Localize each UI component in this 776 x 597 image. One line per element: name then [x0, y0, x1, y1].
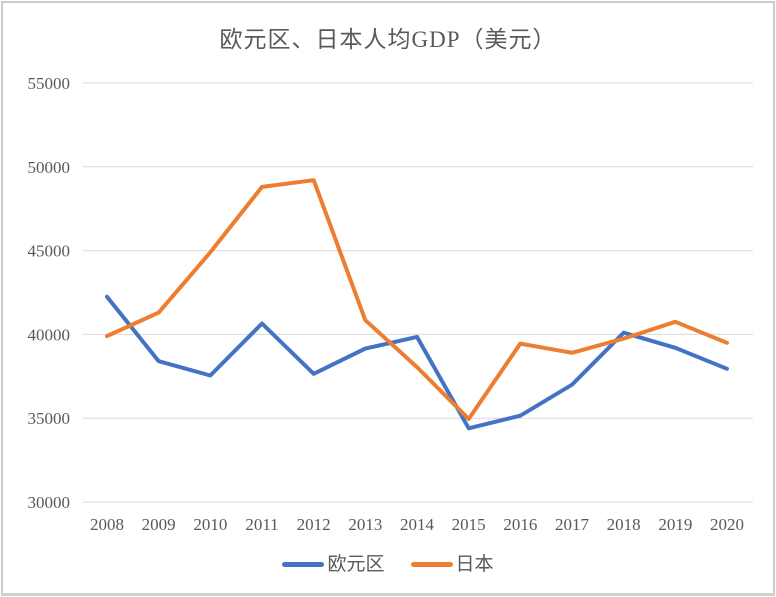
y-axis-tick-label: 35000	[28, 409, 71, 428]
x-axis-tick-label: 2009	[142, 515, 176, 534]
x-axis-tick-label: 2010	[193, 515, 227, 534]
y-axis-tick-label: 55000	[28, 74, 71, 93]
legend-swatch-japan	[410, 561, 453, 567]
legend-swatch-eurozone	[282, 561, 325, 567]
legend-label-japan: 日本	[455, 553, 494, 575]
x-axis-tick-label: 2017	[555, 515, 590, 534]
x-axis-tick-label: 2011	[245, 515, 278, 534]
y-axis-tick-label: 30000	[28, 493, 71, 512]
legend-item-eurozone: 欧元区	[282, 553, 385, 575]
x-axis-tick-label: 2012	[297, 515, 331, 534]
y-axis-tick-label: 40000	[28, 325, 71, 344]
x-axis-tick-label: 2008	[90, 515, 124, 534]
y-axis-tick-label: 50000	[28, 158, 71, 177]
x-axis-tick-label: 2016	[503, 515, 537, 534]
chart-title: 欧元区、日本人均GDP（美元）	[219, 27, 557, 52]
series-line-japan	[105, 178, 729, 421]
series-line-eurozone	[105, 294, 729, 431]
x-axis-tick-label: 2014	[400, 515, 435, 534]
legend-label-eurozone: 欧元区	[327, 553, 385, 575]
x-axis-tick-label: 2020	[710, 515, 744, 534]
x-axis-tick-label: 2018	[607, 515, 641, 534]
x-axis-tick-label: 2019	[658, 515, 692, 534]
legend-item-japan: 日本	[410, 553, 494, 575]
x-axis-tick-label: 2015	[452, 515, 486, 534]
legend: 欧元区 日本	[0, 551, 776, 577]
x-axis-tick-label: 2013	[348, 515, 382, 534]
y-axis-tick-label: 45000	[28, 242, 71, 261]
